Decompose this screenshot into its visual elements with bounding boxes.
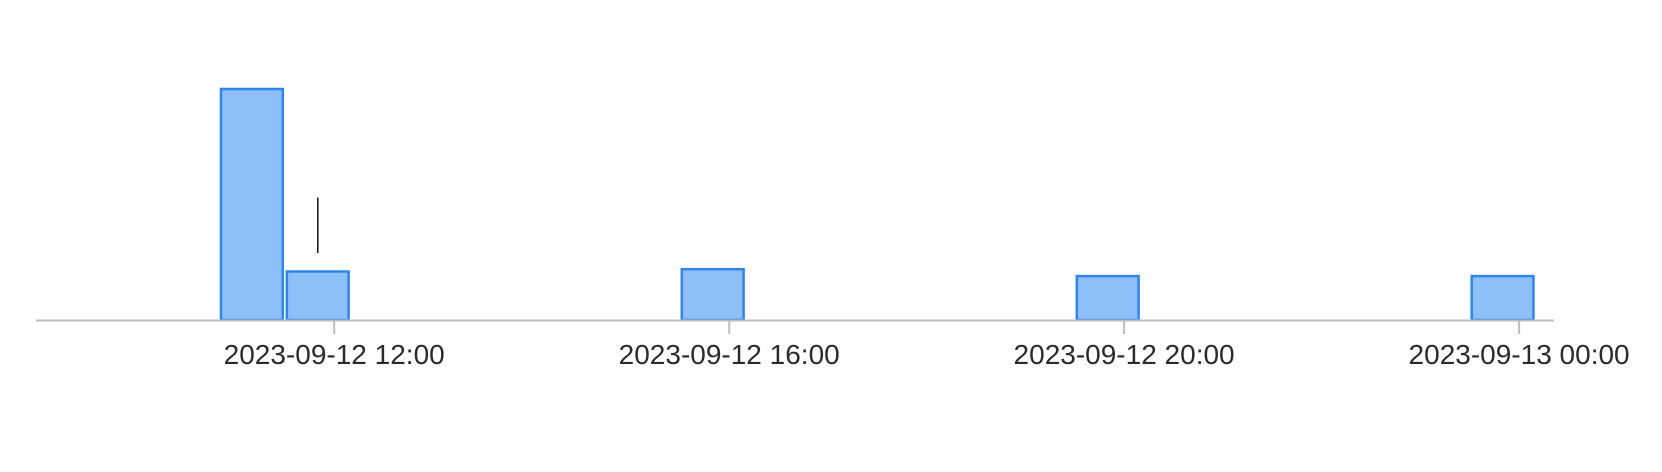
histogram-bar-4: [1075, 274, 1140, 322]
x-tick-label-1: 2023-09-12 12:00: [224, 339, 445, 370]
histogram-bar-3: [680, 267, 745, 322]
x-tick-label-3: 2023-09-12 20:00: [1014, 339, 1235, 370]
x-axis-ticks: 2023-09-12 12:00 2023-09-12 16:00 2023-09-…: [224, 320, 1630, 370]
histogram-bar-2: [285, 270, 350, 322]
bars-layer: [219, 87, 1535, 322]
x-tick-label-2: 2023-09-12 16:00: [619, 339, 840, 370]
x-tick-label-4: 2023-09-13 00:00: [1409, 339, 1630, 370]
histogram-bar-5: [1470, 274, 1535, 322]
histogram-bar-1: [219, 87, 285, 322]
